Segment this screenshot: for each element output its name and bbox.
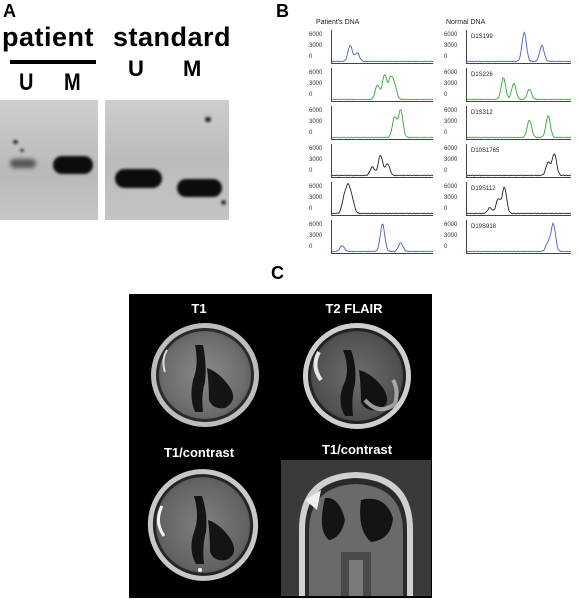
patient-gel	[0, 100, 98, 220]
y-tick-label: 6000	[309, 184, 323, 190]
y-tick-label: 0	[309, 54, 313, 60]
y-tick-label: 6000	[444, 108, 458, 114]
mri-title-t1contrast-coronal: T1/contrast	[321, 442, 393, 457]
panel-letter-b: B	[276, 1, 289, 21]
y-tick-label: 6000	[444, 70, 458, 76]
mri-title-t2flair: T2 FLAIR	[325, 301, 383, 316]
patient-trace-d1s312	[331, 106, 433, 140]
standard-label: standard	[113, 22, 232, 52]
left-header: Patient's DNA	[316, 19, 360, 26]
y-tick-label: 0	[444, 206, 448, 212]
y-tick-label: 3000	[309, 43, 323, 49]
panel-letter-c: C	[271, 263, 284, 283]
y-tick-label: 3000	[309, 195, 323, 201]
normal-trace-d19s112	[466, 182, 571, 216]
mri-title-t1contrast-axial: T1/contrast	[163, 445, 235, 460]
y-tick-label: 0	[309, 92, 313, 98]
standard-gel	[105, 100, 229, 220]
y-tick-label: 6000	[444, 184, 458, 190]
patient-lane-m: M	[64, 69, 81, 97]
standard-band-m	[177, 179, 222, 197]
mri-t1contrast-coronal-image	[281, 460, 431, 596]
mri-t1-image	[151, 323, 259, 427]
mri-title-t1: T1	[191, 301, 207, 316]
standard-speck	[221, 200, 226, 205]
marker-label-d19s918: D19S918	[471, 224, 497, 230]
patient-trace-d1s226	[331, 68, 433, 102]
patient-speck	[20, 149, 24, 152]
y-tick-label: 0	[309, 244, 313, 250]
right-header: Normal DNA	[446, 19, 486, 26]
y-tick-label: 0	[309, 130, 313, 136]
patient-underline	[10, 60, 96, 64]
y-tick-label: 6000	[444, 222, 458, 228]
y-tick-label: 0	[444, 130, 448, 136]
y-tick-label: 6000	[309, 222, 323, 228]
y-tick-label: 3000	[444, 157, 458, 163]
y-tick-label: 6000	[309, 108, 323, 114]
y-tick-label: 3000	[444, 233, 458, 239]
y-tick-label: 6000	[309, 32, 323, 38]
standard-lane-m: M	[183, 56, 202, 81]
y-tick-label: 3000	[444, 119, 458, 125]
patient-band-u	[10, 159, 36, 168]
patient-trace-d1s199	[331, 30, 433, 64]
mri-t1contrast-axial-image	[147, 469, 259, 581]
patient-trace-d19s918	[331, 220, 433, 254]
standard-speck	[205, 117, 211, 122]
marker-label-d19s112: D19S112	[471, 186, 496, 192]
y-tick-label: 0	[444, 168, 448, 174]
y-tick-label: 0	[309, 206, 313, 212]
standard-band-u	[115, 169, 162, 188]
marker-label-d1s312: D1S312	[471, 110, 493, 116]
normal-trace-d1s199	[466, 30, 571, 64]
patient-trace-d10s1765	[331, 144, 433, 178]
y-tick-label: 6000	[309, 146, 323, 152]
patient-label: patient	[2, 22, 95, 52]
y-tick-label: 3000	[309, 157, 323, 163]
y-tick-label: 6000	[444, 146, 458, 152]
panel-letter-a: A	[3, 1, 16, 21]
normal-trace-d19s918	[466, 220, 571, 254]
y-tick-label: 3000	[309, 81, 323, 87]
marker-label-d1s199: D1S199	[471, 34, 493, 40]
y-tick-label: 3000	[444, 195, 458, 201]
normal-trace-d1s226	[466, 68, 571, 102]
patient-band-m	[53, 156, 93, 174]
patient-speck	[13, 140, 18, 144]
panel-c-mri: T1 T2 FLAIR T1/contrast T1/contrast	[129, 294, 432, 598]
y-tick-label: 3000	[444, 43, 458, 49]
y-tick-label: 0	[444, 54, 448, 60]
y-tick-label: 6000	[309, 70, 323, 76]
marker-label-d1s226: D1S226	[471, 72, 493, 78]
normal-trace-d1s312	[466, 106, 571, 140]
y-tick-label: 6000	[444, 32, 458, 38]
y-tick-label: 3000	[309, 233, 323, 239]
y-tick-label: 0	[444, 92, 448, 98]
y-tick-label: 0	[309, 168, 313, 174]
patient-trace-d19s112	[331, 182, 433, 216]
y-tick-label: 0	[444, 244, 448, 250]
mri-t2flair-image	[303, 323, 411, 429]
standard-lane-u: U	[128, 56, 144, 81]
marker-label-d10s1765: D10S1765	[471, 148, 500, 154]
normal-trace-d10s1765	[466, 144, 571, 178]
patient-lane-u: U	[19, 69, 34, 97]
y-tick-label: 3000	[309, 119, 323, 125]
y-tick-label: 3000	[444, 81, 458, 87]
